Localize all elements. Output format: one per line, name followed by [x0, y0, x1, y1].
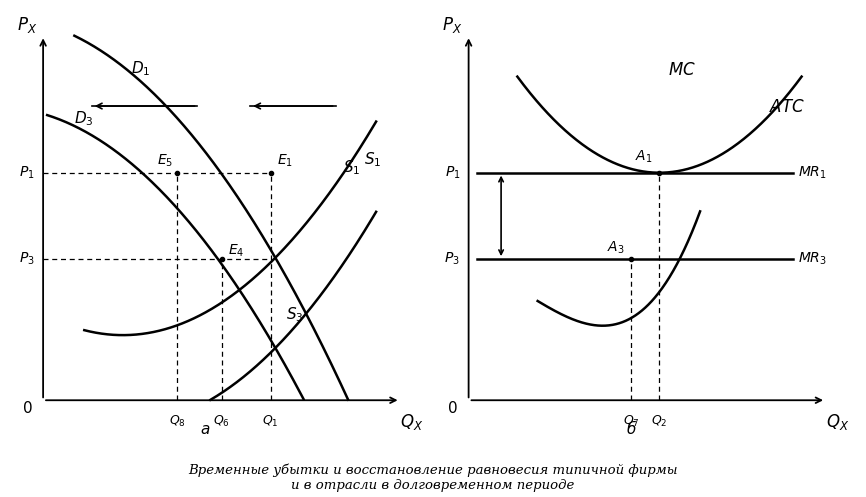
Text: $P_1$: $P_1$ — [19, 165, 35, 181]
Text: $MC$: $MC$ — [668, 61, 695, 79]
Text: $Q_1$: $Q_1$ — [262, 414, 279, 429]
Text: $Q_X$: $Q_X$ — [400, 412, 423, 432]
Text: $Q_7$: $Q_7$ — [623, 414, 639, 429]
Text: $0$: $0$ — [22, 400, 32, 416]
Text: $0$: $0$ — [447, 400, 457, 416]
Text: $ATC$: $ATC$ — [769, 97, 805, 116]
Text: $E_1$: $E_1$ — [276, 153, 293, 169]
Text: $P_X$: $P_X$ — [16, 15, 37, 35]
Text: $P_1$: $P_1$ — [444, 165, 460, 181]
Text: Временные убытки и восстановление равновесия типичной фирмы
и в отрасли в долгов: Временные убытки и восстановление равнов… — [188, 464, 678, 492]
Text: $D_3$: $D_3$ — [74, 109, 94, 128]
Text: $Q_6$: $Q_6$ — [213, 414, 230, 429]
Text: $Q_2$: $Q_2$ — [651, 414, 668, 429]
Text: $S_3$: $S_3$ — [286, 305, 304, 324]
Text: б: б — [626, 422, 636, 437]
Text: $Q_X$: $Q_X$ — [826, 412, 850, 432]
Text: $P_3$: $P_3$ — [444, 251, 460, 267]
Text: $E_5$: $E_5$ — [157, 153, 173, 169]
Text: $P_3$: $P_3$ — [19, 251, 35, 267]
Text: $A_3$: $A_3$ — [607, 239, 624, 255]
Text: а: а — [201, 422, 210, 437]
Text: $MR_1$: $MR_1$ — [798, 165, 826, 181]
Text: $P_X$: $P_X$ — [443, 15, 462, 35]
Text: $MR_3$: $MR_3$ — [798, 251, 826, 267]
Text: $E_4$: $E_4$ — [228, 243, 244, 259]
Text: $D_1$: $D_1$ — [131, 60, 151, 78]
Text: $Q_8$: $Q_8$ — [169, 414, 185, 429]
Text: $A_1$: $A_1$ — [635, 149, 653, 166]
Text: $S_1$: $S_1$ — [343, 159, 360, 177]
Text: $S_1$: $S_1$ — [364, 151, 381, 169]
